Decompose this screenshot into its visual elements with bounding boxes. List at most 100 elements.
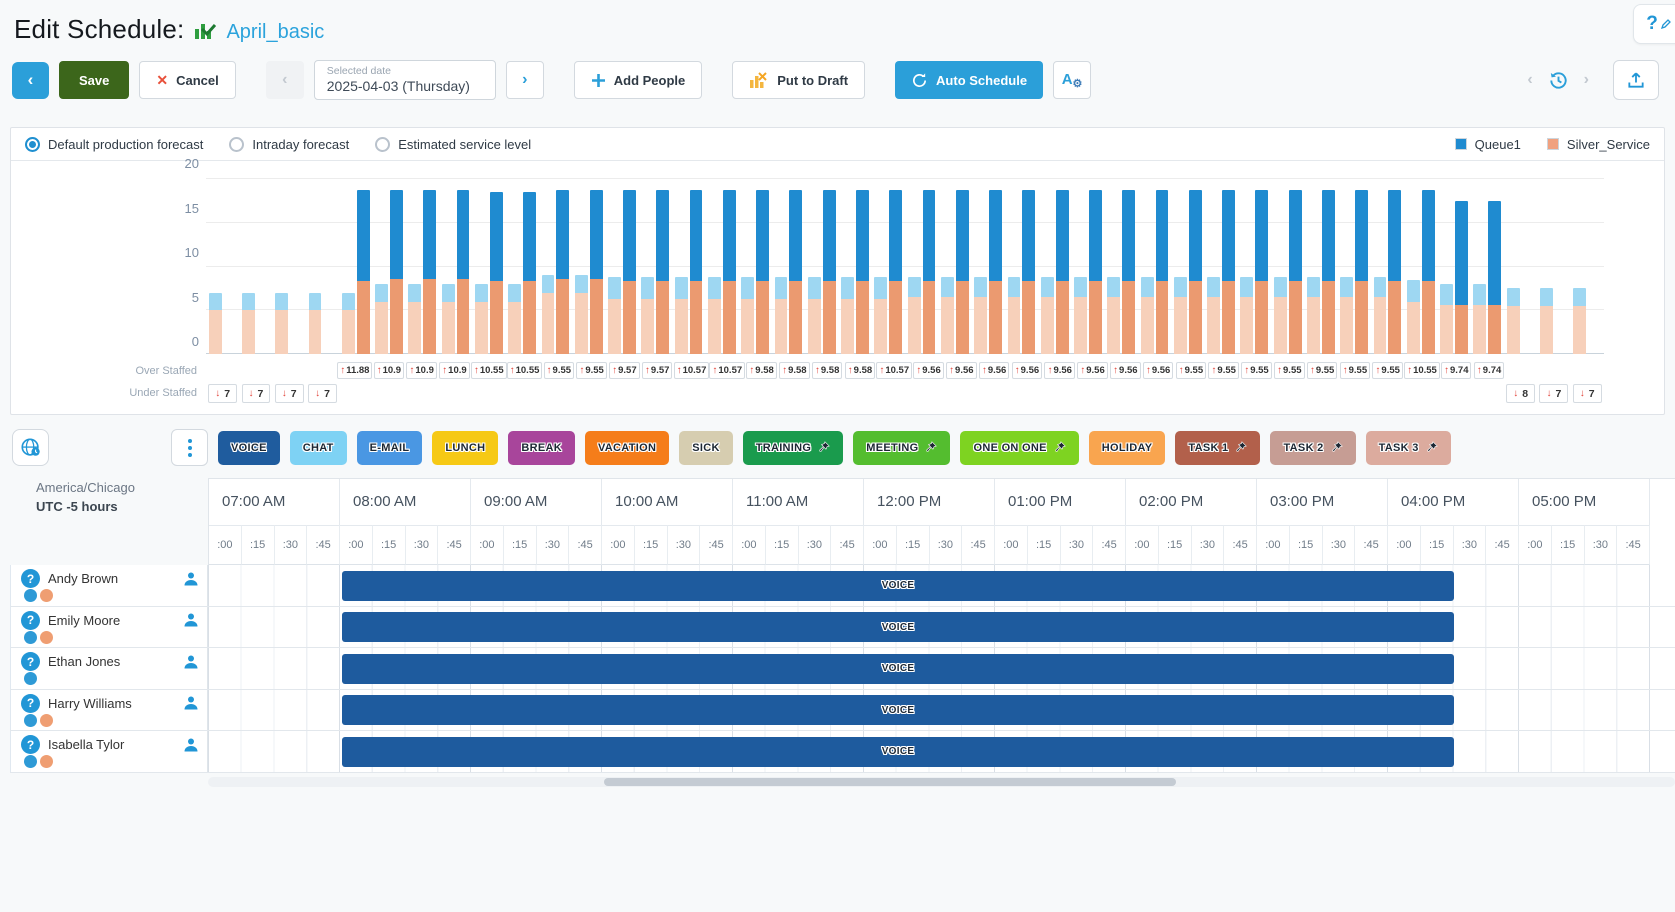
back-button[interactable]: ‹ [12,61,49,99]
activity-button-training[interactable]: TRAINING [742,430,844,465]
forecast-bar [922,189,936,354]
over-staffed-slot: ↑ 10.57 [673,362,710,380]
pin-icon [1332,441,1343,452]
employee-timeline[interactable]: VOICE [208,565,1675,606]
scrollbar-thumb[interactable] [604,777,1177,786]
shift-bar-voice[interactable]: VOICE [342,736,1454,767]
activity-button-break[interactable]: BREAK [508,430,575,465]
employee-skill-dots [24,755,199,768]
activity-button-lunch[interactable]: LUNCH [432,430,499,465]
under-staffed-slot [1238,384,1271,404]
person-icon[interactable] [183,695,199,711]
employee-row: ? Harry Williams VOICE [10,689,1675,731]
shift-bar-voice[interactable]: VOICE [342,570,1454,601]
over-staffed-slot: ↑ 9.56 [978,362,1011,380]
employee-cell: ? Isabella Tylor [10,731,208,772]
legend-label: Silver_Service [1566,136,1650,152]
employee-help-icon[interactable]: ? [21,569,40,588]
auto-schedule-button[interactable]: Auto Schedule [895,61,1044,99]
activity-button-voice[interactable]: VOICE [218,430,280,465]
add-people-button[interactable]: Add People [573,61,703,99]
employee-help-icon[interactable]: ? [21,610,40,630]
shift-bar-voice[interactable]: VOICE [342,612,1454,642]
scheduled-bar [308,292,322,354]
help-button[interactable]: ? [1633,4,1675,44]
forecast-bar [1188,189,1202,354]
over-staffed-slot [1571,362,1604,380]
activity-button-chat[interactable]: CHAT [289,430,347,465]
chart-interval [1371,179,1404,354]
activity-button-meeting[interactable]: MEETING [853,430,951,465]
employee-timeline[interactable]: VOICE [208,689,1675,730]
chart-interval [1171,179,1204,354]
employee-help-icon[interactable]: ? [21,652,40,671]
over-staffed-slot [272,362,305,380]
next-date-button[interactable]: › [505,61,544,99]
employee-timeline[interactable]: VOICE [208,606,1675,647]
over-staffed-value: ↑ 9.57 [609,362,640,379]
palette-menu-button[interactable] [171,429,208,466]
cancel-button[interactable]: ✕ Cancel [139,61,236,99]
forecast-bar [989,189,1002,354]
over-staffed-value: ↑ 9.56 [1011,362,1043,379]
forecast-bar [356,189,370,354]
schedule-name-link[interactable]: April_basic [226,21,325,43]
forecast-radio-selected[interactable]: Default production forecast [25,136,203,152]
put-to-draft-button[interactable]: Put to Draft [732,61,866,99]
under-staffed-value: ↓ 7 [208,384,238,403]
y-tick-label: 15 [184,200,199,216]
forecast-radio-option[interactable]: Intraday forecast [229,136,349,152]
person-icon[interactable] [183,737,199,753]
hour-header-row: 07:00 AM 08:00 AM 09:00 AM 10:00 AM 11:00 AM… [208,478,1675,525]
person-icon[interactable] [183,654,199,670]
activity-button-task-3[interactable]: TASK 3 [1365,430,1451,465]
under-staffed-slot [372,384,405,404]
undo-history-back-button[interactable]: ‹ [1527,71,1533,88]
employee-help-icon[interactable]: ? [21,693,40,713]
employee-timeline[interactable]: VOICE [208,648,1675,689]
save-button[interactable]: Save [59,61,130,99]
quarter-header-cell: :00 [1519,525,1552,565]
activity-button-task-1[interactable]: TASK 1 [1175,430,1261,465]
gridline [206,178,1604,179]
scheduled-bar [1540,288,1553,354]
chart-interval [605,179,638,354]
under-staffed-slot [1071,384,1104,404]
undo-history-forward-button[interactable]: › [1583,71,1589,88]
person-icon[interactable] [183,571,199,587]
radio-icon [25,136,40,152]
quarter-header-cell: :15 [372,525,406,565]
arrow-up-icon: ↑ [814,365,820,376]
selected-date-field[interactable]: Selected date 2025-04-03 (Thursday) [313,60,496,100]
history-button[interactable] [1547,69,1570,92]
employee-timeline[interactable]: VOICE [208,731,1675,772]
forecast-bar [855,189,869,354]
horizontal-scrollbar [208,776,1675,787]
forecast-radio-option[interactable]: Estimated service level [375,136,531,152]
export-button[interactable] [1613,60,1659,100]
quarter-header-cell: :30 [667,525,701,565]
activity-button-vacation[interactable]: VACATION [584,430,670,465]
activity-button-one-on-one[interactable]: ONE ON ONE [960,430,1079,465]
activity-button-holiday[interactable]: HOLIDAY [1088,430,1166,465]
arrow-up-icon: ↑ [340,365,346,376]
quarter-header-cell: :45 [1486,525,1519,565]
forecast-bar [1321,189,1335,354]
forecast-bar [1421,189,1435,354]
activity-button-task-2[interactable]: TASK 2 [1270,430,1356,465]
over-staffed-slot: ↑ 9.55 [1174,362,1207,380]
activity-button-e-mail[interactable]: E-MAIL [356,430,423,465]
shift-bar-voice[interactable]: VOICE [342,695,1454,725]
chart-interval [672,179,705,354]
person-icon[interactable] [183,612,199,628]
hour-header-cell: 12:00 PM [864,479,995,525]
chart-interval [306,179,339,354]
activity-button-sick[interactable]: SICK [679,430,733,465]
shift-bar-voice[interactable]: VOICE [342,653,1454,684]
timezone-globe-button[interactable] [12,429,49,466]
quarter-header-cell: :00 [471,525,504,565]
over-staffed-slot: ↑ 10.9 [372,362,405,380]
employee-help-icon[interactable]: ? [21,735,40,754]
prev-date-button[interactable]: ‹ [265,61,304,99]
agent-settings-button[interactable]: A ⚙ [1053,61,1092,99]
